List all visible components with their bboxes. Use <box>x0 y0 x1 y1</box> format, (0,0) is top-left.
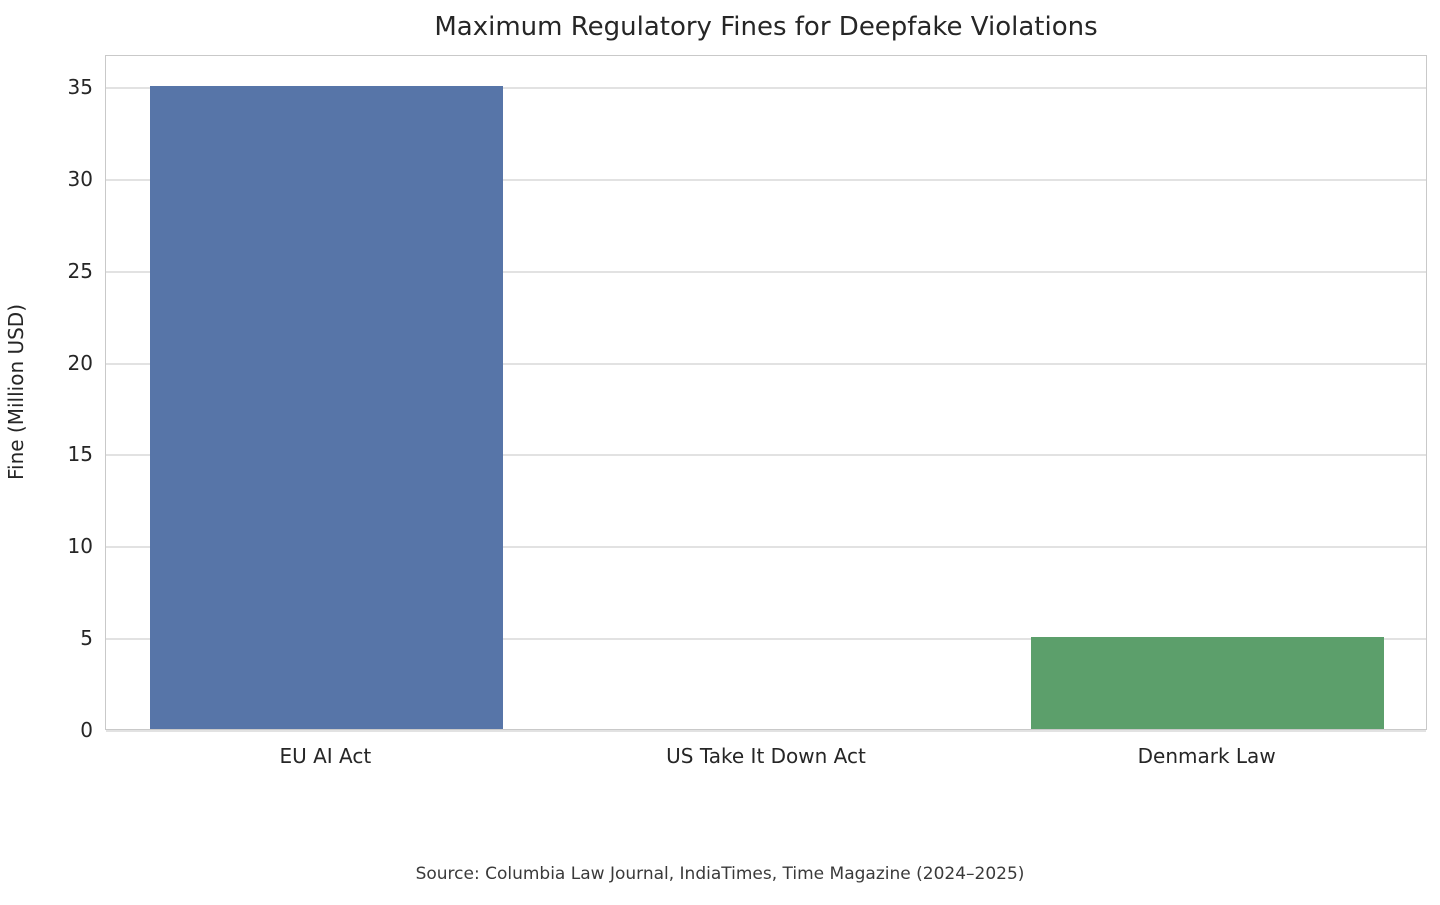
gridline <box>106 87 1426 90</box>
bar-denmark-law <box>1031 637 1384 729</box>
gridline <box>106 546 1426 549</box>
chart-title: Maximum Regulatory Fines for Deepfake Vi… <box>434 12 1098 42</box>
y-tick-label: 30 <box>67 166 93 191</box>
y-tick-label: 35 <box>67 75 93 100</box>
bar-eu-ai-act <box>150 86 503 729</box>
y-tick-label: 25 <box>67 258 93 283</box>
y-tick-label: 15 <box>67 442 93 467</box>
gridline <box>106 362 1426 365</box>
y-tick-label: 10 <box>67 534 93 559</box>
y-tick-label: 20 <box>67 350 93 375</box>
gridline <box>106 730 1426 732</box>
x-tick-label: US Take It Down Act <box>666 744 866 768</box>
gridline <box>106 270 1426 273</box>
x-tick-label: EU AI Act <box>279 744 372 768</box>
gridline <box>106 454 1426 457</box>
x-tick-label: Denmark Law <box>1137 744 1276 768</box>
y-tick-label: 5 <box>80 626 93 651</box>
source-note: Source: Columbia Law Journal, IndiaTimes… <box>415 864 1025 884</box>
gridline <box>106 178 1426 181</box>
y-tick-label: 0 <box>80 718 93 742</box>
plot-area <box>105 55 1427 732</box>
gridline <box>106 638 1426 641</box>
